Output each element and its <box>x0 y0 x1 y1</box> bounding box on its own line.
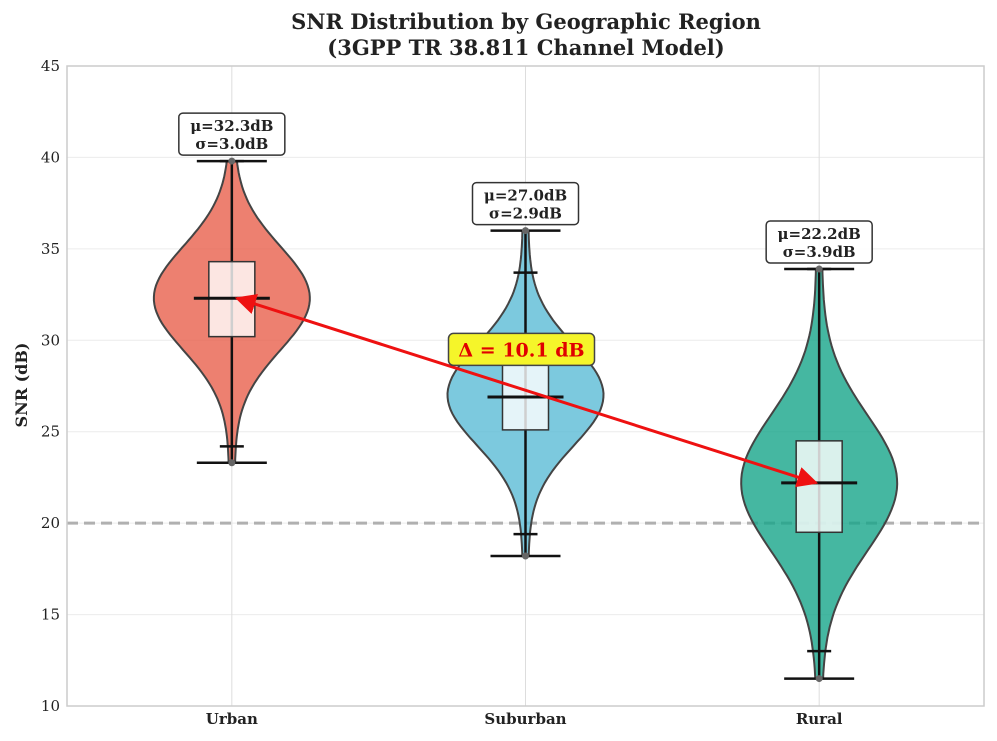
y-tick-label: 25 <box>41 423 60 441</box>
std-label: σ=3.0dB <box>195 135 268 153</box>
stat-box <box>471 181 580 226</box>
chart-title: SNR Distribution by Geographic Region <box>291 9 761 34</box>
std-label: σ=3.9dB <box>783 243 856 261</box>
y-tick-label: 20 <box>41 514 60 532</box>
y-tick-label: 15 <box>41 606 60 624</box>
x-tick-label-suburban: Suburban <box>484 710 566 728</box>
std-label: σ=2.9dB <box>489 205 562 223</box>
x-tick-label-urban: Urban <box>206 710 258 728</box>
y-tick-label: 45 <box>41 57 60 75</box>
min-point <box>522 552 529 560</box>
mean-label: μ=27.0dB <box>484 187 567 205</box>
chart-subtitle: (3GPP TR 38.811 Channel Model) <box>327 35 724 60</box>
violin-group-rural <box>740 265 899 683</box>
y-tick-label: 35 <box>41 240 60 258</box>
y-tick-label: 40 <box>41 148 60 166</box>
max-point <box>228 157 236 165</box>
iqr-box <box>795 440 843 534</box>
max-point <box>815 265 823 273</box>
plot-frame <box>66 65 985 707</box>
mean-label: μ=22.2dB <box>778 225 861 243</box>
y-tick-label: 30 <box>41 331 60 349</box>
y-axis-label: SNR (dB) <box>12 343 31 428</box>
stat-box <box>178 112 286 156</box>
stat-box <box>765 220 873 264</box>
delta-label: Δ = 10.1 dB <box>458 339 584 361</box>
delta-arrow <box>234 293 819 488</box>
mean-label: μ=32.3dB <box>190 117 273 135</box>
delta-box <box>447 332 596 367</box>
violin-group-urban <box>152 157 311 467</box>
axes: 10 15 20 25 30 35 40 45 Urban Suburban Rural <box>41 57 985 728</box>
min-point <box>228 459 236 467</box>
violin-group-suburban <box>446 227 605 560</box>
y-tick-label: 10 <box>41 697 60 715</box>
max-point <box>522 227 529 235</box>
x-tick-label-rural: Rural <box>796 710 843 728</box>
min-point <box>815 675 823 683</box>
